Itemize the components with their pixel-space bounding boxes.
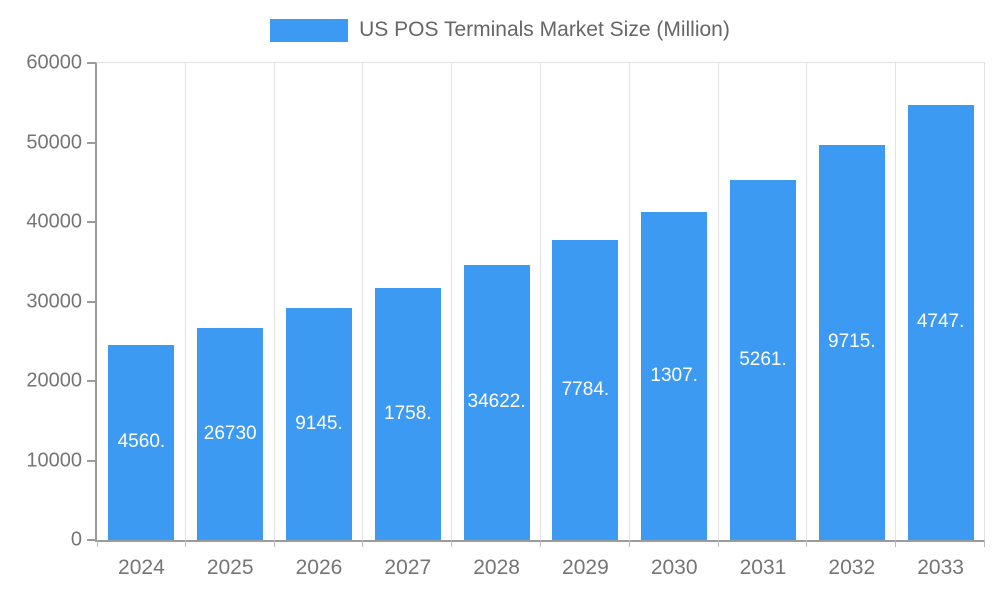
x-gridline <box>540 63 541 540</box>
chart-legend[interactable]: US POS Terminals Market Size (Million) <box>0 18 1000 42</box>
y-tick-label: 10000 <box>26 449 82 471</box>
x-axis-label: 2024 <box>118 556 165 579</box>
bar-value-label: 9715. <box>828 331 876 353</box>
bar-value-label: 5261. <box>739 349 787 371</box>
y-tick-mark <box>87 62 96 64</box>
bar[interactable]: 5261. <box>730 180 796 540</box>
x-axis-label: 2031 <box>739 556 787 579</box>
x-tick-mark <box>806 540 808 547</box>
x-tick-mark <box>984 540 985 547</box>
y-tick-mark <box>87 459 96 462</box>
y-tick-label: 40000 <box>26 210 82 233</box>
legend-label: US POS Terminals Market Size (Million) <box>359 18 730 41</box>
x-gridline <box>451 63 453 540</box>
x-axis-label: 2033 <box>917 556 964 579</box>
x-gridline <box>717 63 719 540</box>
x-tick-mark <box>717 540 719 547</box>
x-axis-label: 2030 <box>650 556 698 579</box>
x-tick-mark <box>362 540 364 547</box>
bar-value-label: 26730 <box>203 422 257 444</box>
bar[interactable]: 26730 <box>197 327 264 540</box>
bar-value-label: 1758. <box>384 402 432 424</box>
y-tick-label: 0 <box>70 528 82 551</box>
bar[interactable]: 9145. <box>286 308 352 540</box>
x-axis-label: 2027 <box>384 556 432 579</box>
x-gridline <box>362 63 364 540</box>
y-tick-mark <box>87 141 96 144</box>
x-gridline <box>628 63 630 540</box>
x-gridline <box>184 63 186 540</box>
bar-value-label: 4747. <box>916 311 965 333</box>
bar[interactable]: 34622. <box>463 264 530 540</box>
bar-value-label: 1307. <box>650 364 698 386</box>
bar-value-label: 34622. <box>467 391 526 413</box>
x-tick-mark <box>895 540 897 547</box>
bar[interactable]: 7784. <box>552 239 619 540</box>
bar[interactable]: 1758. <box>374 287 441 540</box>
x-tick-mark <box>628 540 630 547</box>
y-tick-label: 30000 <box>26 290 82 312</box>
legend-swatch-icon <box>270 18 349 42</box>
x-axis-label: 2032 <box>828 556 876 579</box>
x-gridline <box>984 63 985 540</box>
bar-value-label: 9145. <box>295 413 343 435</box>
x-tick-mark <box>184 540 186 547</box>
x-gridline <box>806 63 808 540</box>
bar[interactable]: 9715. <box>818 144 885 540</box>
x-gridline <box>273 63 275 540</box>
bar-value-label: 7784. <box>561 378 610 400</box>
x-tick-mark <box>97 540 98 547</box>
bar-value-label: 4560. <box>117 431 166 453</box>
x-tick-mark <box>273 540 275 547</box>
y-tick-mark <box>87 539 96 541</box>
bar[interactable]: 4747. <box>907 104 974 540</box>
x-axis-label: 2029 <box>562 556 609 579</box>
y-tick-mark <box>87 221 96 223</box>
y-tick-mark <box>87 380 96 382</box>
x-gridline <box>895 63 897 540</box>
x-tick-mark <box>540 540 541 547</box>
y-tick-mark <box>87 300 96 303</box>
x-axis-label: 2028 <box>473 556 520 579</box>
plot-area: 0 10000 20000 30000 40000 50000 60000 4560. 2024… <box>26 52 985 579</box>
bar[interactable]: 4560. <box>108 344 175 540</box>
x-tick-mark <box>451 540 453 547</box>
y-tick-label: 50000 <box>26 131 82 153</box>
x-axis-label: 2026 <box>295 556 343 579</box>
y-tick-label: 60000 <box>26 51 82 74</box>
bar[interactable]: 1307. <box>641 211 708 540</box>
y-tick-label: 20000 <box>26 369 82 392</box>
x-axis-label: 2025 <box>206 556 254 579</box>
